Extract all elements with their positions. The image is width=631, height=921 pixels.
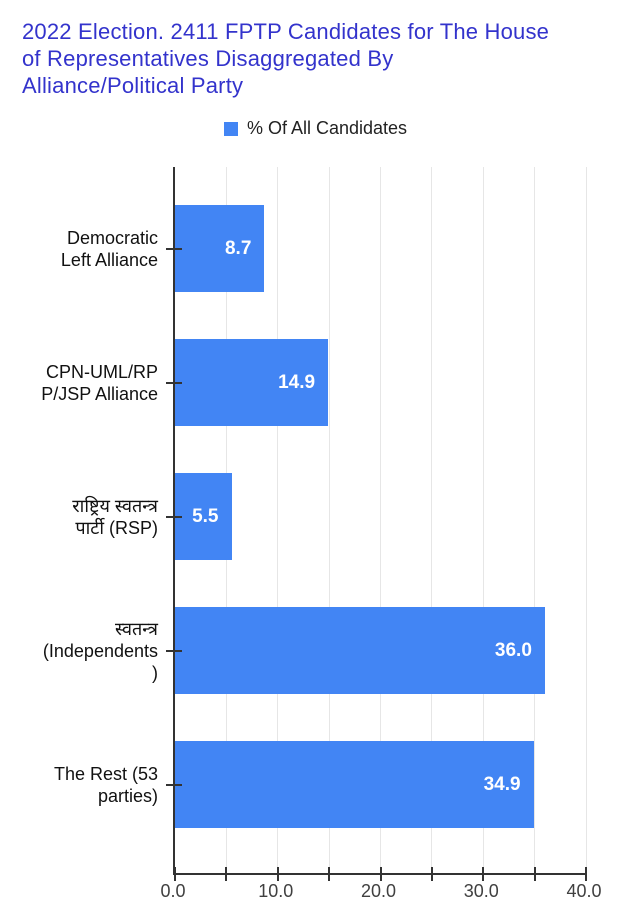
x-axis-tick <box>225 867 228 881</box>
bar-value-label: 5.5 <box>192 505 219 527</box>
gridline <box>431 167 433 873</box>
x-axis-tick <box>276 867 279 881</box>
plot-area: 8.7 14.9 5.5 36.0 34.9 <box>166 167 587 881</box>
bar-value-label: 14.9 <box>278 371 316 393</box>
category-tick <box>166 381 182 384</box>
gridline <box>585 167 587 873</box>
x-axis-tick <box>328 867 331 881</box>
x-axis-tick <box>585 867 587 881</box>
bar-5[interactable]: 34.9 <box>175 741 534 828</box>
gridline <box>482 167 484 873</box>
gridline <box>534 167 536 873</box>
x-axis-label-30.0: 30.0 <box>463 881 499 901</box>
x-axis-tick <box>174 867 176 881</box>
x-axis-label-40.0: 40.0 <box>566 881 602 901</box>
category-label-line: P/JSP Alliance <box>41 383 158 404</box>
category-label-3: राष्ट्रिय स्वतन्त्र पार्टी (RSP) <box>0 473 158 560</box>
category-label-line: Democratic <box>66 227 158 248</box>
category-label-line: CPN-UML/RP <box>45 361 158 382</box>
x-axis-label-10.0: 10.0 <box>258 881 294 901</box>
x-axis-tick <box>533 867 536 881</box>
x-axis-label-0.0: 0.0 <box>160 881 186 901</box>
x-axis-tick <box>430 867 433 881</box>
bar-value-label: 34.9 <box>483 773 521 795</box>
category-label-1: Democratic Left Alliance <box>0 205 158 292</box>
category-tick <box>166 649 182 652</box>
category-label-line: The Rest (53 <box>53 763 158 784</box>
category-label-line: पार्टी (RSP) <box>75 517 158 538</box>
category-label-line: राष्ट्रिय स्वतन्त्र <box>72 495 158 516</box>
bar-4[interactable]: 36.0 <box>175 607 545 694</box>
legend-swatch-icon <box>223 121 238 136</box>
category-label-5: The Rest (53 parties) <box>0 741 158 828</box>
x-axis-label-20.0: 20.0 <box>360 881 397 901</box>
x-axis-tick <box>379 867 382 881</box>
bar-value-label: 36.0 <box>494 639 532 661</box>
bar-2[interactable]: 14.9 <box>175 339 329 426</box>
chart-title-line-2: of Representatives Disaggregated By <box>22 46 394 71</box>
legend-label: % Of All Candidates <box>246 118 408 138</box>
chart-title-line-1: 2022 Election. 2411 FPTP Candidates for … <box>22 19 550 44</box>
chart-title: 2022 Election. 2411 FPTP Candidates for … <box>22 18 614 99</box>
category-tick <box>166 515 182 518</box>
category-label-4: स्वतन्त्र (Independents) <box>0 607 158 694</box>
category-tick <box>166 783 182 786</box>
category-label-2: CPN-UML/RP P/JSP Alliance <box>0 339 158 426</box>
category-label-line: ) <box>152 662 158 683</box>
category-label-line: स्वतन्त्र <box>114 618 158 639</box>
legend: % Of All Candidates <box>0 118 631 139</box>
bar-value-label: 8.7 <box>224 237 252 259</box>
legend-item[interactable]: % Of All Candidates <box>223 118 408 139</box>
bar-1[interactable]: 8.7 <box>175 205 265 292</box>
x-axis-tick <box>482 867 485 881</box>
bar-3[interactable]: 5.5 <box>175 473 232 560</box>
gridline <box>380 167 381 873</box>
gridline <box>328 167 330 873</box>
category-label-line: (Independents <box>42 640 158 661</box>
chart-title-line-3: Alliance/Political Party <box>22 73 244 98</box>
category-label-line: parties) <box>97 785 158 806</box>
category-tick <box>166 247 182 250</box>
gridline <box>277 167 279 873</box>
category-label-line: Left Alliance <box>60 249 158 270</box>
